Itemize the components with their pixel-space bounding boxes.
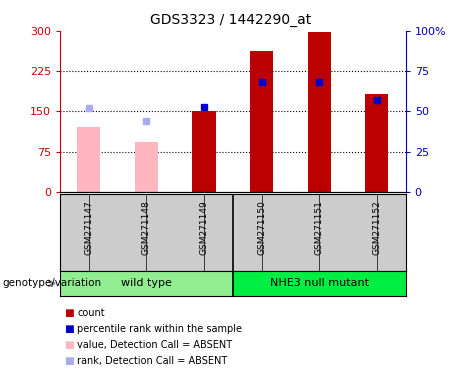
Bar <box>135 142 158 192</box>
Text: percentile rank within the sample: percentile rank within the sample <box>77 324 242 334</box>
Text: ■: ■ <box>65 324 74 334</box>
Text: GSM271149: GSM271149 <box>200 200 208 255</box>
Text: count: count <box>77 308 105 318</box>
Text: GSM271150: GSM271150 <box>257 200 266 255</box>
Bar <box>77 127 100 192</box>
Text: GSM271151: GSM271151 <box>315 200 324 255</box>
Text: wild type: wild type <box>121 278 172 288</box>
Bar <box>193 111 216 192</box>
Bar <box>365 94 388 192</box>
Text: ■: ■ <box>65 340 74 350</box>
Text: GSM271148: GSM271148 <box>142 200 151 255</box>
Bar <box>250 51 273 192</box>
Text: NHE3 null mutant: NHE3 null mutant <box>270 278 369 288</box>
Text: ■: ■ <box>65 356 74 366</box>
Text: GDS3323 / 1442290_at: GDS3323 / 1442290_at <box>150 13 311 27</box>
Bar <box>233 271 406 296</box>
Text: ■: ■ <box>65 308 74 318</box>
Bar <box>308 32 331 192</box>
Text: genotype/variation: genotype/variation <box>2 278 101 288</box>
Bar <box>60 271 233 296</box>
Text: rank, Detection Call = ABSENT: rank, Detection Call = ABSENT <box>77 356 228 366</box>
Text: GSM271147: GSM271147 <box>84 200 93 255</box>
Text: GSM271152: GSM271152 <box>372 200 381 255</box>
Text: value, Detection Call = ABSENT: value, Detection Call = ABSENT <box>77 340 232 350</box>
